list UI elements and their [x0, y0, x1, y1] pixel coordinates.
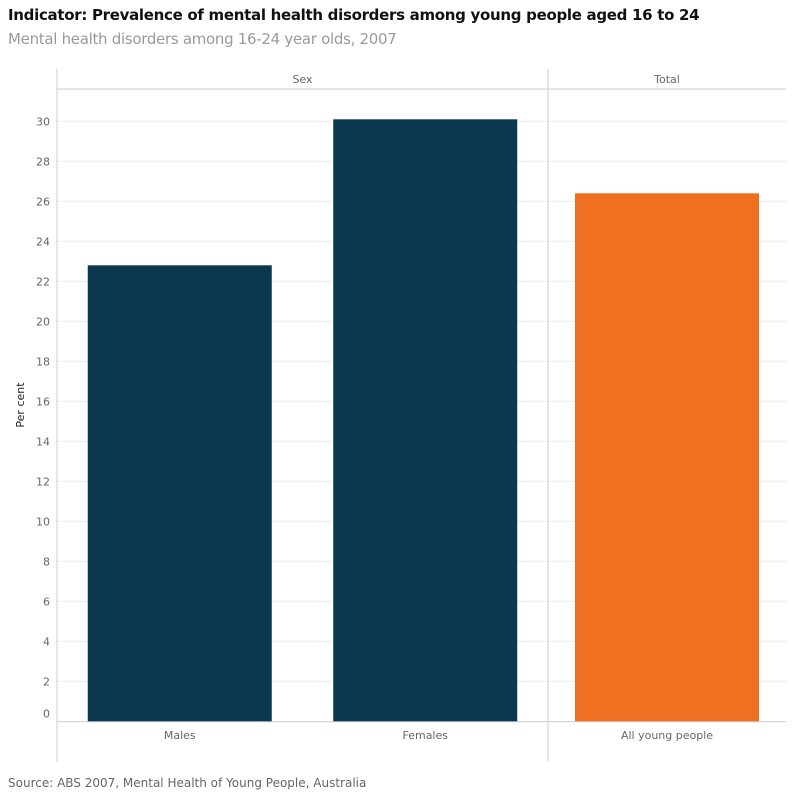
y-tick-label: 0 [43, 707, 50, 720]
y-tick-label: 4 [43, 635, 50, 648]
bar-all-young-people [575, 193, 759, 722]
y-tick-label: 20 [36, 315, 50, 328]
y-axis-label: Per cent [14, 382, 27, 428]
y-tick-label: 14 [36, 435, 50, 448]
y-tick-label: 24 [36, 235, 50, 248]
y-tick-label: 22 [36, 275, 50, 288]
bar-females [333, 119, 518, 722]
y-tick-label: 18 [36, 355, 50, 368]
y-tick-label: 28 [36, 155, 50, 168]
y-tick-label: 2 [43, 675, 50, 688]
panel-header: Sex [292, 73, 313, 86]
x-tick-label: All young people [621, 729, 713, 742]
y-tick-label: 16 [36, 395, 50, 408]
x-tick-label: Males [164, 729, 196, 742]
y-tick-label: 6 [43, 595, 50, 608]
chart-subtitle: Mental health disorders among 16-24 year… [8, 30, 397, 48]
x-tick-label: Females [402, 729, 448, 742]
y-tick-label: 12 [36, 475, 50, 488]
bar-males [87, 265, 272, 722]
y-tick-label: 26 [36, 195, 50, 208]
y-tick-label: 30 [36, 115, 50, 128]
chart-title: Indicator: Prevalence of mental health d… [8, 6, 700, 24]
y-tick-label: 10 [36, 515, 50, 528]
y-tick-label: 8 [43, 555, 50, 568]
source-note: Source: ABS 2007, Mental Health of Young… [8, 776, 367, 790]
panel-header: Total [653, 73, 680, 86]
